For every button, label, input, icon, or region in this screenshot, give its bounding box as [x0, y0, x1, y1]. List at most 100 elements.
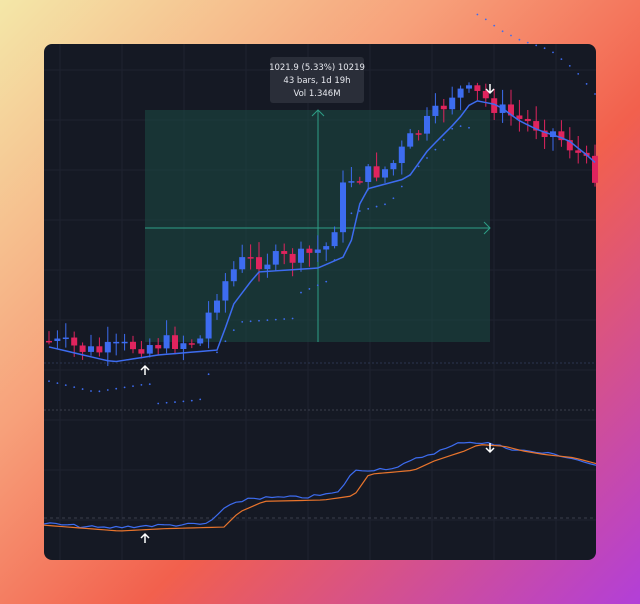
candle — [491, 98, 498, 113]
sar-dot — [501, 30, 504, 33]
candle — [398, 146, 405, 164]
candle — [457, 88, 464, 98]
sar-dot — [308, 288, 311, 290]
candle — [54, 338, 61, 342]
candle — [373, 166, 380, 178]
candle — [121, 341, 128, 344]
candle — [146, 345, 153, 354]
sar-dot — [451, 127, 454, 130]
sar-dot — [174, 401, 176, 403]
sar-dot — [199, 398, 202, 401]
indicator-slow — [43, 444, 597, 532]
candle — [340, 182, 346, 233]
indicator-fast — [43, 441, 597, 529]
sar-dot — [316, 284, 319, 287]
sar-dot — [115, 387, 118, 390]
sar-dot — [426, 157, 428, 159]
sar-dot — [258, 319, 260, 322]
candle — [356, 181, 363, 183]
sar-dot — [224, 340, 227, 343]
candle — [155, 345, 162, 349]
candle — [508, 104, 514, 116]
candle — [62, 337, 69, 340]
plot — [43, 13, 598, 532]
candle — [440, 105, 447, 110]
candle — [180, 343, 187, 349]
candle — [550, 131, 556, 138]
sar-dot — [140, 383, 143, 386]
sar-dot — [384, 203, 386, 206]
candle — [88, 346, 94, 352]
sar-dot — [216, 351, 218, 354]
candle — [96, 346, 103, 353]
sar-dot — [266, 319, 269, 322]
sar-dot — [476, 13, 479, 16]
candle — [449, 97, 456, 110]
sar-dot — [232, 329, 235, 332]
candle — [130, 341, 136, 350]
candle — [172, 335, 178, 349]
sar-dot — [182, 400, 185, 403]
sar-dot — [249, 320, 252, 323]
candle — [323, 246, 330, 250]
sar-dot — [157, 402, 160, 405]
candle — [205, 312, 212, 339]
sar-dot — [132, 385, 134, 387]
candle — [524, 118, 531, 122]
candle — [566, 140, 573, 151]
candle — [272, 251, 279, 265]
candle — [474, 85, 481, 91]
sar-dot — [468, 126, 470, 129]
sar-dot — [375, 205, 378, 208]
candle — [592, 155, 598, 183]
tooltip — [270, 57, 364, 103]
sar-dot — [568, 64, 571, 67]
sar-dot — [56, 382, 59, 385]
sar-dot — [48, 380, 50, 383]
candle — [558, 131, 565, 141]
tooltip-line: 1021.9 (5.33%) 10219 — [269, 63, 365, 73]
candle — [516, 115, 523, 119]
sar-dot — [241, 320, 244, 323]
candle — [230, 269, 237, 282]
sar-dot — [484, 18, 487, 21]
sar-dot — [300, 291, 302, 294]
sar-dot — [594, 93, 596, 95]
candle — [71, 337, 78, 346]
candle — [247, 257, 254, 259]
sar-dot — [274, 318, 277, 321]
sar-dot — [73, 386, 76, 389]
candle — [264, 264, 271, 270]
sar-dot — [291, 317, 294, 320]
candle — [46, 340, 52, 343]
sar-dot — [459, 125, 462, 128]
candle — [214, 300, 220, 313]
tooltip-line: Vol 1.346M — [293, 89, 340, 99]
candle — [365, 166, 372, 183]
candle — [407, 133, 414, 147]
sar-dot — [535, 44, 538, 47]
candle — [432, 105, 439, 116]
sar-dot — [123, 386, 126, 389]
sar-dot — [148, 383, 151, 386]
sar-dot — [106, 389, 109, 391]
sar-dot — [510, 34, 512, 37]
sar-dot — [417, 165, 420, 168]
candle — [306, 248, 313, 253]
candle — [197, 338, 204, 344]
sar-dot — [552, 51, 554, 54]
sar-dot — [283, 318, 286, 320]
sar-dot — [367, 207, 370, 210]
sar-dot — [358, 210, 361, 212]
sar-dot — [392, 197, 395, 200]
sar-dot — [98, 390, 101, 393]
sar-dot — [560, 58, 563, 61]
sar-dot — [400, 185, 403, 188]
sar-dot — [207, 373, 210, 376]
sar-dot — [350, 212, 353, 215]
sar-dot — [90, 390, 92, 392]
candle — [188, 343, 195, 345]
signal-arrows — [140, 84, 495, 543]
